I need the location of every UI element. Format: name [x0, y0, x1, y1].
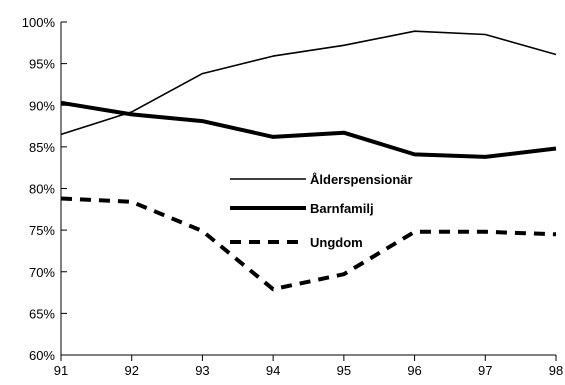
y-tick-label: 90%: [29, 98, 55, 113]
y-tick-label: 65%: [29, 306, 55, 321]
chart-axes: [60, 22, 556, 356]
legend-label: Ålderspensionär: [310, 172, 413, 187]
y-tick-label: 70%: [29, 265, 55, 280]
y-tick-label: 95%: [29, 57, 55, 72]
x-tick-label: 95: [337, 363, 351, 378]
legend: Ålderspensionär Barnfamilj Ungdom: [230, 172, 413, 250]
y-tick-label: 60%: [29, 348, 55, 363]
legend-label: Barnfamilj: [310, 201, 374, 216]
x-tick-label: 94: [266, 363, 280, 378]
x-tick-label: 97: [478, 363, 492, 378]
y-tick-label: 85%: [29, 140, 55, 155]
legend-label: Ungdom: [310, 235, 363, 250]
series-line: [60, 196, 557, 292]
x-tick-label: 93: [195, 363, 209, 378]
y-axis-ticks: 60% 65% 70% 75% 80% 85% 90% 95% 100%: [22, 15, 67, 363]
y-tick-label: 100%: [22, 15, 56, 30]
y-tick-label: 75%: [29, 223, 55, 238]
series-lines: [60, 30, 557, 292]
series-line: [60, 30, 557, 136]
x-tick-label: 98: [549, 363, 563, 378]
x-tick-label: 92: [124, 363, 138, 378]
series-line: [60, 100, 557, 159]
x-axis-ticks: 91 92 93 94 95 96 97 98: [54, 355, 563, 378]
x-tick-label: 96: [407, 363, 421, 378]
x-tick-label: 91: [54, 363, 68, 378]
y-tick-label: 80%: [29, 182, 55, 197]
